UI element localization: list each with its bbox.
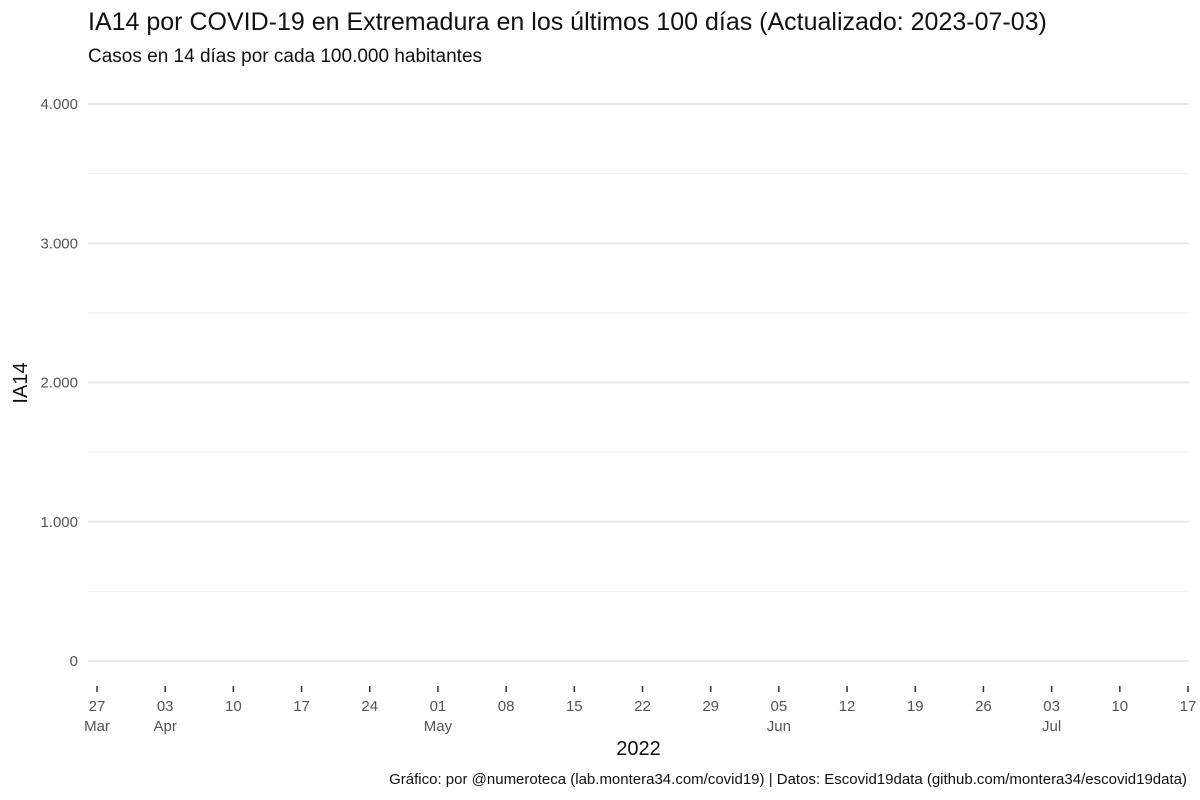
plot-grid — [88, 103, 1189, 662]
x-tick-label: 08 — [498, 698, 515, 715]
x-tick-label: 22 — [634, 698, 651, 715]
x-tick-label: 01 — [430, 698, 447, 715]
y-tick-label: 4.000 — [40, 96, 78, 113]
x-tick-label: 19 — [907, 698, 924, 715]
x-tick-label: 10 — [225, 698, 242, 715]
chart-title: IA14 por COVID-19 en Extremadura en los … — [88, 8, 1047, 36]
y-tick-label: 1.000 — [40, 514, 78, 531]
x-tick-month-label: Jun — [767, 718, 791, 735]
x-tick-month-label: Apr — [154, 718, 177, 735]
x-tick-label: 10 — [1111, 698, 1128, 715]
x-tick-label: 15 — [566, 698, 583, 715]
y-tick-label: 0 — [70, 653, 78, 670]
x-tick-label: 26 — [975, 698, 992, 715]
x-tick-month-label: May — [424, 718, 453, 735]
y-axis-title: IA14 — [10, 362, 32, 403]
x-tick-month-label: Mar — [84, 718, 110, 735]
x-tick-label: 03 — [157, 698, 174, 715]
chart-caption: Gráfico: por @numeroteca (lab.montera34.… — [389, 771, 1187, 788]
x-tick-label: 05 — [771, 698, 788, 715]
y-axis: 0 1.000 2.000 3.000 4.000 — [40, 96, 78, 670]
x-tick-label: 17 — [293, 698, 310, 715]
y-tick-label: 2.000 — [40, 375, 78, 392]
x-axis: 27 Mar 03 Apr 10 17 24 01 May 08 15 22 29 05 Jun 12 19 26… — [84, 686, 1196, 735]
y-tick-label: 3.000 — [40, 235, 78, 252]
x-tick-label: 12 — [839, 698, 856, 715]
x-tick-label: 03 — [1043, 698, 1060, 715]
x-tick-label: 29 — [702, 698, 719, 715]
x-tick-label: 24 — [361, 698, 378, 715]
chart-subtitle: Casos en 14 días por cada 100.000 habita… — [88, 46, 482, 67]
x-tick-label: 17 — [1180, 698, 1197, 715]
x-axis-title: 2022 — [616, 738, 661, 760]
x-tick-month-label: Jul — [1042, 718, 1061, 735]
x-tick-label: 27 — [89, 698, 106, 715]
